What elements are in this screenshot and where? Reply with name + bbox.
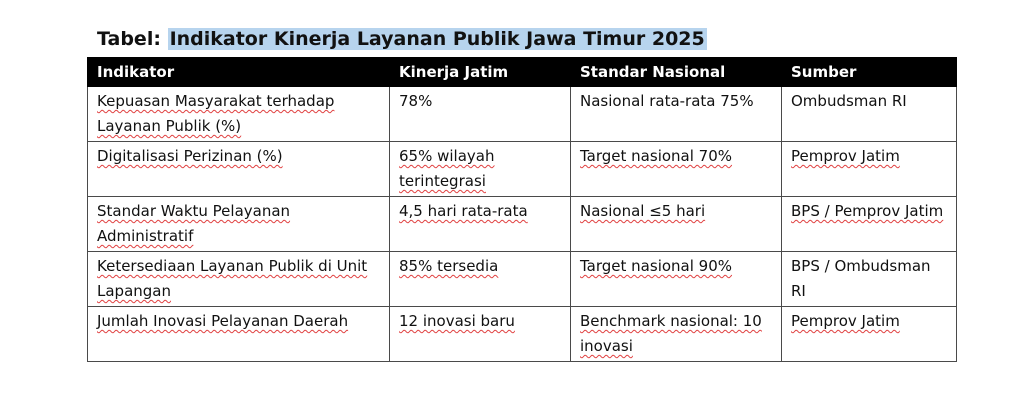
title-prefix: Tabel: <box>97 28 161 50</box>
cell-kinerja[interactable]: 85% tersedia <box>389 251 571 307</box>
table-header-row: Indikator Kinerja Jatim Standar Nasional… <box>87 57 957 87</box>
header-standar-nasional: Standar Nasional <box>570 57 782 87</box>
cell-sumber[interactable]: Pemprov Jatim <box>781 141 957 197</box>
header-kinerja-jatim: Kinerja Jatim <box>389 57 571 87</box>
table-row: Digitalisasi Perizinan (%) 65% wilayah t… <box>87 141 957 197</box>
table-row: Jumlah Inovasi Pelayanan Daerah 12 inova… <box>87 306 957 362</box>
document-title: Tabel: Indikator Kinerja Layanan Publik … <box>97 24 707 54</box>
cell-kinerja[interactable]: 12 inovasi baru <box>389 306 571 362</box>
table-row: Ketersediaan Layanan Publik di Unit Lapa… <box>87 251 957 307</box>
table-row: Kepuasan Masyarakat terhadap Layanan Pub… <box>87 86 957 142</box>
cell-indikator[interactable]: Digitalisasi Perizinan (%) <box>87 141 390 197</box>
cell-indikator[interactable]: Jumlah Inovasi Pelayanan Daerah <box>87 306 390 362</box>
table-row: Standar Waktu Pelayanan Administratif 4,… <box>87 196 957 252</box>
cell-sumber[interactable]: Pemprov Jatim <box>781 306 957 362</box>
cell-indikator[interactable]: Ketersediaan Layanan Publik di Unit Lapa… <box>87 251 390 307</box>
cell-standar[interactable]: Benchmark nasional: 10 inovasi <box>570 306 782 362</box>
header-sumber: Sumber <box>781 57 957 87</box>
cell-sumber[interactable]: BPS / Pemprov Jatim <box>781 196 957 252</box>
indicator-table: Indikator Kinerja Jatim Standar Nasional… <box>87 57 957 362</box>
cell-sumber[interactable]: Ombudsman RI <box>781 86 957 142</box>
cell-indikator[interactable]: Kepuasan Masyarakat terhadap Layanan Pub… <box>87 86 390 142</box>
title-selected-text[interactable]: Indikator Kinerja Layanan Publik Jawa Ti… <box>167 28 707 50</box>
cell-kinerja[interactable]: 78% <box>389 86 571 142</box>
header-indikator: Indikator <box>87 57 390 87</box>
cell-standar[interactable]: Nasional ≤5 hari <box>570 196 782 252</box>
cell-kinerja[interactable]: 65% wilayah terintegrasi <box>389 141 571 197</box>
cell-sumber[interactable]: BPS / Ombudsman RI <box>781 251 957 307</box>
cell-kinerja[interactable]: 4,5 hari rata-rata <box>389 196 571 252</box>
cell-standar[interactable]: Target nasional 70% <box>570 141 782 197</box>
cell-indikator[interactable]: Standar Waktu Pelayanan Administratif <box>87 196 390 252</box>
cell-standar[interactable]: Nasional rata-rata 75% <box>570 86 782 142</box>
cell-standar[interactable]: Target nasional 90% <box>570 251 782 307</box>
